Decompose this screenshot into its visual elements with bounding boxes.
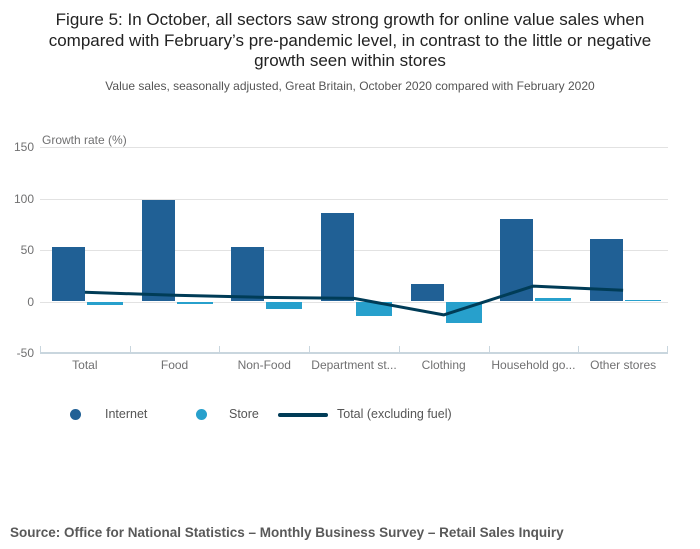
internet-legend-marker-icon — [70, 409, 81, 420]
gridline-0 — [40, 301, 668, 303]
source-text: Source: Office for National Statistics –… — [10, 524, 564, 540]
y-tick-label-100: 100 — [13, 191, 34, 206]
y-tick-label-150: 150 — [13, 140, 34, 154]
store-bar-total — [86, 301, 123, 305]
gridline-100 — [40, 198, 668, 200]
x-axis-line — [40, 352, 668, 353]
x-label-household-go: Household go... — [491, 358, 576, 372]
x-axis-tick — [578, 346, 580, 353]
chart-title: Figure 5: In October, all sectors saw st… — [48, 10, 652, 71]
store-bar-household-go — [535, 298, 572, 302]
y-axis-title: Growth rate (%) — [42, 133, 127, 147]
x-axis-tick — [309, 346, 311, 353]
x-label-other-stores: Other stores — [590, 358, 657, 372]
store-bar-food — [176, 301, 213, 304]
x-label-food: Food — [160, 358, 189, 372]
plot-area — [40, 147, 668, 354]
internet-bar-clothing — [410, 283, 444, 302]
x-axis-tick — [488, 346, 490, 353]
total-line-legend-marker-icon — [278, 413, 328, 417]
y-tick-label-0: 0 — [27, 294, 34, 309]
x-label-non-food: Non-Food — [237, 358, 291, 372]
store-legend-label: Store — [229, 407, 259, 421]
x-label-total: Total — [72, 358, 98, 372]
total-line-legend-label: Total (excluding fuel) — [337, 407, 452, 421]
internet-bar-food — [141, 199, 175, 302]
x-axis-tick — [40, 346, 41, 353]
x-axis-tick — [219, 346, 221, 353]
internet-bar-total — [51, 246, 85, 302]
gridline-50 — [40, 250, 668, 251]
x-axis-tick — [129, 346, 131, 353]
y-tick-label--50: -50 — [16, 346, 34, 360]
y-tick-label-50: 50 — [20, 243, 34, 257]
x-axis-tick — [398, 346, 400, 353]
internet-bar-non-food — [231, 246, 265, 302]
gridline-150 — [40, 147, 668, 148]
store-legend-marker-icon — [196, 409, 207, 420]
internet-bar-department-st — [321, 212, 354, 302]
x-label-clothing: Clothing — [421, 358, 466, 372]
store-bar-non-food — [266, 301, 303, 309]
legend: Internet Store Total (excluding fuel) — [0, 406, 700, 424]
x-label-department-st: Department st... — [311, 358, 397, 372]
chart-subtitle: Value sales, seasonally adjusted, Great … — [105, 79, 595, 94]
total-excluding-fuel-line — [84, 284, 624, 317]
internet-legend-label: Internet — [105, 407, 148, 421]
gridline--50 — [40, 353, 668, 354]
store-bar-other-stores — [625, 300, 662, 302]
x-axis-tick — [667, 346, 668, 353]
